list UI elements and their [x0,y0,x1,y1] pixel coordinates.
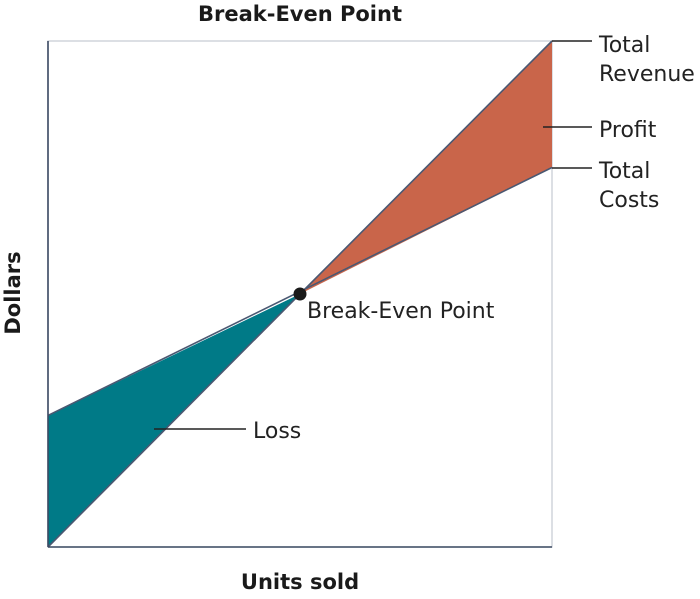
total-revenue-label: Total Revenue [598,33,695,87]
total-costs-label: Total Costs [598,159,659,213]
chart-title: Break-Even Point [198,2,402,26]
total-revenue-label-line2: Revenue [599,62,695,87]
break-even-point-marker [293,287,307,301]
loss-label: Loss [253,419,301,444]
total-revenue-label-line1: Total [598,33,650,58]
y-axis-label: Dollars [1,251,25,334]
break-even-point-label: Break-Even Point [307,299,495,324]
total-costs-label-line2: Costs [599,188,659,213]
total-costs-label-line1: Total [598,159,650,184]
x-axis-label: Units sold [241,570,359,594]
profit-label: Profit [599,118,657,143]
